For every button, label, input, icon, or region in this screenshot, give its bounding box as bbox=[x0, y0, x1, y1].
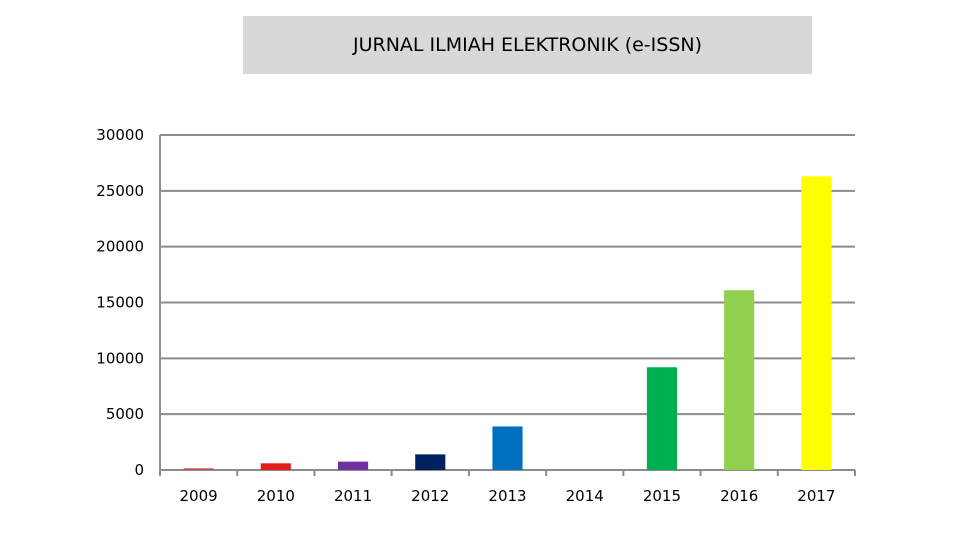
x-tick-label: 2013 bbox=[488, 487, 526, 505]
y-tick-label: 5000 bbox=[106, 405, 144, 423]
x-tick-label: 2012 bbox=[411, 487, 449, 505]
y-tick-label: 15000 bbox=[96, 294, 144, 312]
y-tick-label: 0 bbox=[134, 461, 144, 479]
bar-2009 bbox=[183, 468, 214, 470]
chart-title: JURNAL ILMIAH ELEKTRONIK (e-ISSN) bbox=[352, 34, 703, 56]
bar-2017 bbox=[801, 176, 832, 471]
bar-2016 bbox=[724, 290, 755, 470]
y-tick-label: 20000 bbox=[96, 238, 144, 256]
bar-2015 bbox=[646, 367, 678, 470]
x-tick-label: 2017 bbox=[797, 487, 835, 505]
x-tick-label: 2011 bbox=[334, 487, 372, 505]
x-tick-label: 2010 bbox=[257, 487, 295, 505]
x-tick-label: 2009 bbox=[180, 487, 218, 505]
chart-title-box: JURNAL ILMIAH ELEKTRONIK (e-ISSN) bbox=[243, 16, 812, 74]
bar-2010 bbox=[260, 463, 291, 470]
x-tick-label: 2016 bbox=[720, 487, 758, 505]
y-tick-label: 30000 bbox=[96, 126, 144, 144]
y-tick-label: 25000 bbox=[96, 182, 144, 200]
x-tick-label: 2015 bbox=[643, 487, 681, 505]
bar-2012 bbox=[415, 454, 446, 470]
y-tick-label: 10000 bbox=[96, 349, 144, 367]
bar-2013 bbox=[492, 426, 523, 470]
x-tick-label: 2014 bbox=[566, 487, 604, 505]
bar-2011 bbox=[337, 461, 369, 470]
